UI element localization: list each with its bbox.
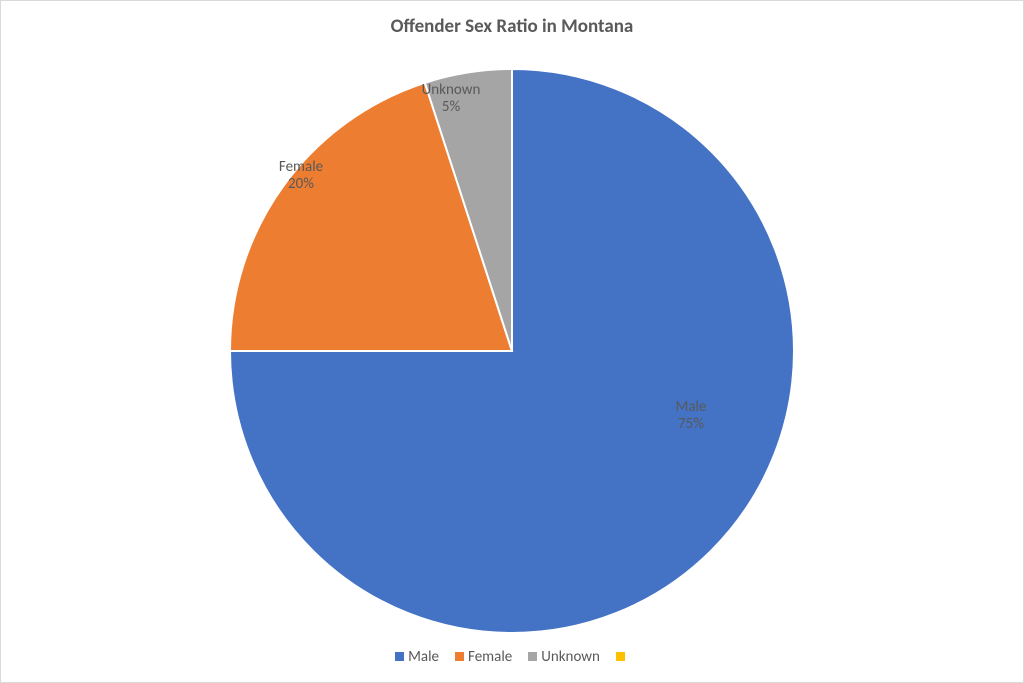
- legend-swatch: [395, 652, 404, 661]
- pie-chart-container: Offender Sex Ratio in Montana Male75%Fem…: [0, 0, 1024, 683]
- legend-item-unknown: Unknown: [528, 648, 600, 666]
- data-label-name: Male: [676, 398, 707, 416]
- legend-swatch: [455, 652, 464, 661]
- legend-item-female: Female: [455, 648, 512, 666]
- legend-swatch: [528, 652, 537, 661]
- data-label-male: Male75%: [676, 399, 707, 434]
- data-label-name: Female: [279, 158, 323, 176]
- pie-plot-area: [230, 69, 794, 633]
- data-label-percent: 20%: [288, 175, 314, 193]
- legend-item-male: Male: [395, 648, 439, 666]
- legend: Male Female Unknown: [1, 647, 1023, 666]
- data-label-female: Female20%: [279, 159, 323, 194]
- legend-swatch: [616, 652, 625, 661]
- legend-item-extra: [616, 652, 629, 661]
- data-label-percent: 75%: [678, 415, 704, 433]
- legend-label: Male: [408, 648, 439, 666]
- data-label-name: Unknown: [422, 81, 481, 99]
- data-label-percent: 5%: [442, 98, 460, 116]
- legend-label: Unknown: [541, 648, 600, 666]
- chart-title: Offender Sex Ratio in Montana: [1, 15, 1023, 38]
- data-label-unknown: Unknown5%: [422, 82, 481, 117]
- legend-label: Female: [468, 648, 512, 666]
